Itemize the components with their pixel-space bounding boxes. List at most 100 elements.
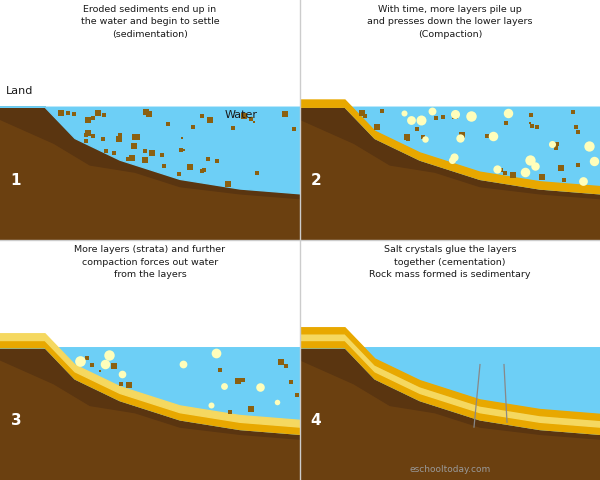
Point bbox=[89, 115, 98, 122]
Point bbox=[132, 133, 142, 141]
Point bbox=[247, 406, 256, 413]
Point bbox=[69, 111, 79, 119]
Text: Water: Water bbox=[225, 109, 258, 120]
Point bbox=[88, 132, 98, 140]
Point bbox=[503, 109, 513, 117]
Point bbox=[496, 167, 506, 175]
Polygon shape bbox=[0, 108, 300, 194]
Point bbox=[403, 136, 413, 144]
Point bbox=[116, 381, 126, 388]
Point bbox=[123, 156, 133, 164]
Point bbox=[179, 146, 188, 154]
Point bbox=[81, 138, 91, 146]
Point bbox=[212, 158, 222, 166]
Polygon shape bbox=[300, 108, 600, 240]
Polygon shape bbox=[300, 334, 600, 427]
Point bbox=[225, 408, 235, 416]
Text: Land: Land bbox=[6, 85, 34, 96]
Point bbox=[547, 141, 556, 148]
Point bbox=[144, 110, 154, 118]
Point bbox=[83, 130, 93, 137]
Point bbox=[377, 108, 387, 116]
Point bbox=[416, 117, 426, 124]
Point bbox=[568, 109, 578, 117]
Point bbox=[406, 117, 416, 124]
Point bbox=[197, 113, 206, 121]
Point bbox=[281, 363, 291, 371]
Point bbox=[197, 168, 206, 175]
Point bbox=[179, 360, 188, 368]
Point bbox=[88, 361, 97, 369]
Point bbox=[56, 110, 66, 118]
Point bbox=[360, 113, 370, 121]
Point bbox=[571, 124, 580, 132]
Point bbox=[206, 402, 216, 409]
Point bbox=[64, 109, 73, 117]
Polygon shape bbox=[0, 202, 300, 240]
Text: 4: 4 bbox=[311, 412, 321, 428]
Point bbox=[158, 151, 167, 159]
Point bbox=[400, 110, 409, 118]
Point bbox=[100, 112, 109, 120]
Text: Eroded sediments end up in
the water and begin to settle
(sedimentation): Eroded sediments end up in the water and… bbox=[80, 5, 220, 39]
Point bbox=[203, 156, 212, 163]
Point bbox=[205, 117, 215, 125]
Polygon shape bbox=[300, 108, 600, 199]
Point bbox=[589, 157, 599, 165]
Point bbox=[148, 150, 157, 158]
Point bbox=[188, 124, 198, 132]
Point bbox=[450, 111, 460, 119]
Polygon shape bbox=[300, 202, 600, 240]
Point bbox=[419, 133, 428, 141]
Point bbox=[466, 112, 475, 120]
Point bbox=[272, 398, 282, 406]
Text: 3: 3 bbox=[11, 412, 21, 428]
Polygon shape bbox=[0, 108, 300, 240]
Polygon shape bbox=[300, 328, 600, 420]
Point bbox=[219, 382, 229, 390]
Point bbox=[239, 112, 248, 120]
Text: 2: 2 bbox=[311, 172, 321, 188]
Point bbox=[100, 360, 109, 368]
Point bbox=[223, 181, 233, 189]
Point bbox=[527, 123, 537, 131]
Point bbox=[574, 129, 583, 137]
Point bbox=[420, 136, 430, 144]
Polygon shape bbox=[0, 348, 300, 434]
Point bbox=[142, 109, 151, 117]
Point bbox=[109, 149, 119, 157]
Point bbox=[129, 143, 139, 151]
Polygon shape bbox=[0, 334, 300, 427]
Point bbox=[82, 355, 91, 362]
Point bbox=[289, 126, 299, 134]
Point bbox=[530, 163, 539, 170]
Point bbox=[98, 136, 108, 144]
Point bbox=[206, 116, 216, 123]
Point bbox=[83, 117, 93, 125]
Point bbox=[532, 124, 542, 132]
Point bbox=[185, 164, 194, 171]
Point bbox=[292, 391, 301, 398]
Polygon shape bbox=[300, 348, 600, 434]
Point bbox=[560, 176, 569, 184]
Polygon shape bbox=[300, 348, 600, 439]
Point bbox=[104, 351, 113, 359]
Point bbox=[280, 110, 290, 118]
Point bbox=[176, 147, 186, 155]
Point bbox=[455, 135, 465, 143]
Point bbox=[525, 120, 535, 128]
Point bbox=[75, 357, 85, 365]
Point bbox=[233, 377, 242, 385]
Polygon shape bbox=[0, 442, 300, 480]
Point bbox=[115, 132, 124, 140]
Point bbox=[228, 125, 238, 133]
Polygon shape bbox=[300, 108, 600, 194]
Polygon shape bbox=[300, 341, 600, 434]
Point bbox=[578, 177, 587, 185]
Point bbox=[95, 368, 105, 375]
Point bbox=[527, 112, 536, 120]
Polygon shape bbox=[0, 341, 300, 434]
Point bbox=[249, 119, 259, 126]
Point bbox=[552, 141, 562, 148]
Text: More layers (strata) and further
compaction forces out water
from the layers: More layers (strata) and further compact… bbox=[74, 245, 226, 279]
